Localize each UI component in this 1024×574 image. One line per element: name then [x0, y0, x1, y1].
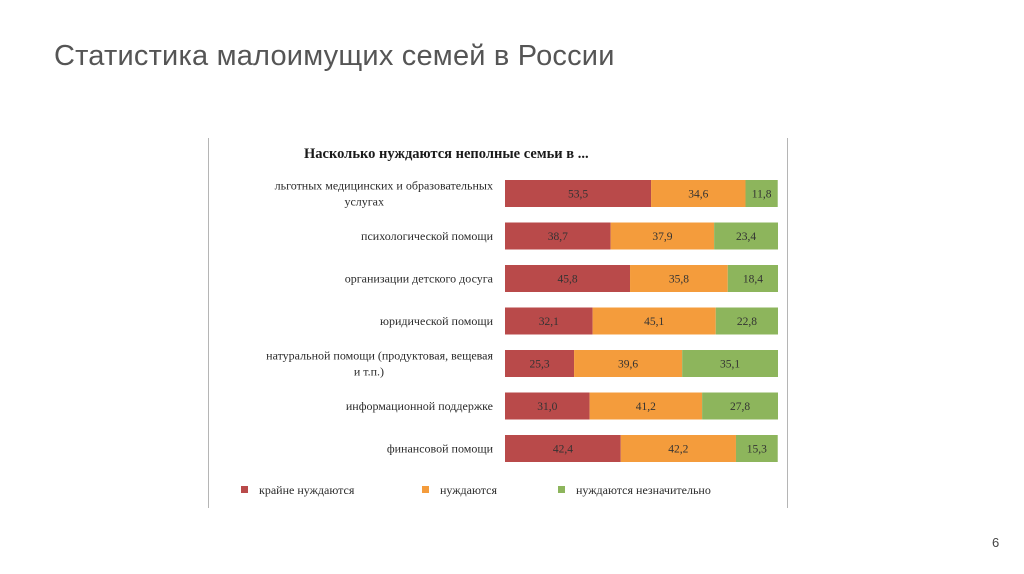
bar-segment: [727, 265, 778, 292]
data-label: 15,3: [747, 444, 767, 456]
legend-swatch: [241, 486, 248, 493]
data-label: 53,5: [568, 189, 588, 201]
data-label: 35,8: [669, 274, 689, 286]
category-label: и т.п.): [354, 365, 384, 379]
category-label: льготных медицинских и образовательных: [275, 179, 493, 193]
bar-segment: [505, 180, 652, 207]
bar-segment: [574, 350, 683, 377]
data-label: 41,2: [636, 401, 656, 413]
data-label: 22,8: [737, 316, 757, 328]
data-label: 32,1: [539, 316, 559, 328]
category-label: натуральной помощи (продуктовая, вещевая: [266, 349, 493, 363]
slide-title: Статистика малоимущих семей в России: [54, 40, 615, 72]
category-label: организации детского досуга: [345, 272, 494, 286]
legend-swatch: [422, 486, 429, 493]
data-label: 42,4: [553, 444, 573, 456]
data-label: 45,8: [557, 274, 577, 286]
data-label: 34,6: [688, 189, 708, 201]
chart-frame: Насколько нуждаются неполные семьи в ...…: [208, 138, 788, 508]
bar-segment: [610, 222, 715, 250]
bar-segment: [651, 180, 746, 207]
category-label: услугах: [344, 195, 384, 209]
bar-segment: [505, 307, 593, 335]
bar-segment: [714, 222, 778, 250]
bar-segment: [589, 392, 703, 420]
bar-segment: [505, 222, 611, 250]
bar-segment: [735, 435, 778, 462]
bar-segment: [702, 392, 778, 420]
data-label: 37,9: [652, 231, 672, 243]
data-label: 42,2: [668, 444, 688, 456]
data-label: 45,1: [644, 316, 664, 328]
data-label: 31,0: [537, 401, 557, 413]
category-label: юридической помощи: [380, 314, 494, 328]
page-number: 6: [992, 535, 1000, 550]
legend-swatch: [558, 486, 565, 493]
stacked-bar-chart: Насколько нуждаются неполные семьи в ...…: [241, 146, 778, 497]
data-label: 35,1: [720, 359, 740, 371]
legend-label: крайне нуждаются: [259, 483, 355, 497]
bar-segment: [592, 307, 716, 335]
data-label: 23,4: [736, 231, 756, 243]
bar-segment: [505, 392, 590, 420]
bar-segment: [620, 435, 736, 462]
data-label: 18,4: [743, 274, 763, 286]
bar-segment: [745, 180, 778, 207]
data-label: 39,6: [618, 359, 638, 371]
bar-segment: [505, 350, 575, 377]
bar-segment: [505, 265, 631, 292]
category-label: информационной поддержке: [346, 399, 493, 413]
data-label: 38,7: [548, 231, 568, 243]
category-label: психологической помощи: [361, 229, 494, 243]
bar-segment: [682, 350, 778, 377]
data-label: 25,3: [529, 359, 549, 371]
bar-segment: [715, 307, 778, 335]
legend-label: нуждаются незначительно: [576, 483, 711, 497]
data-label: 27,8: [730, 401, 750, 413]
legend-label: нуждаются: [440, 483, 498, 497]
category-label: финансовой помощи: [387, 442, 494, 456]
data-label: 11,8: [752, 189, 772, 201]
bar-segment: [630, 265, 728, 292]
bar-segment: [505, 435, 621, 462]
chart-title: Насколько нуждаются неполные семьи в ...: [304, 146, 589, 162]
